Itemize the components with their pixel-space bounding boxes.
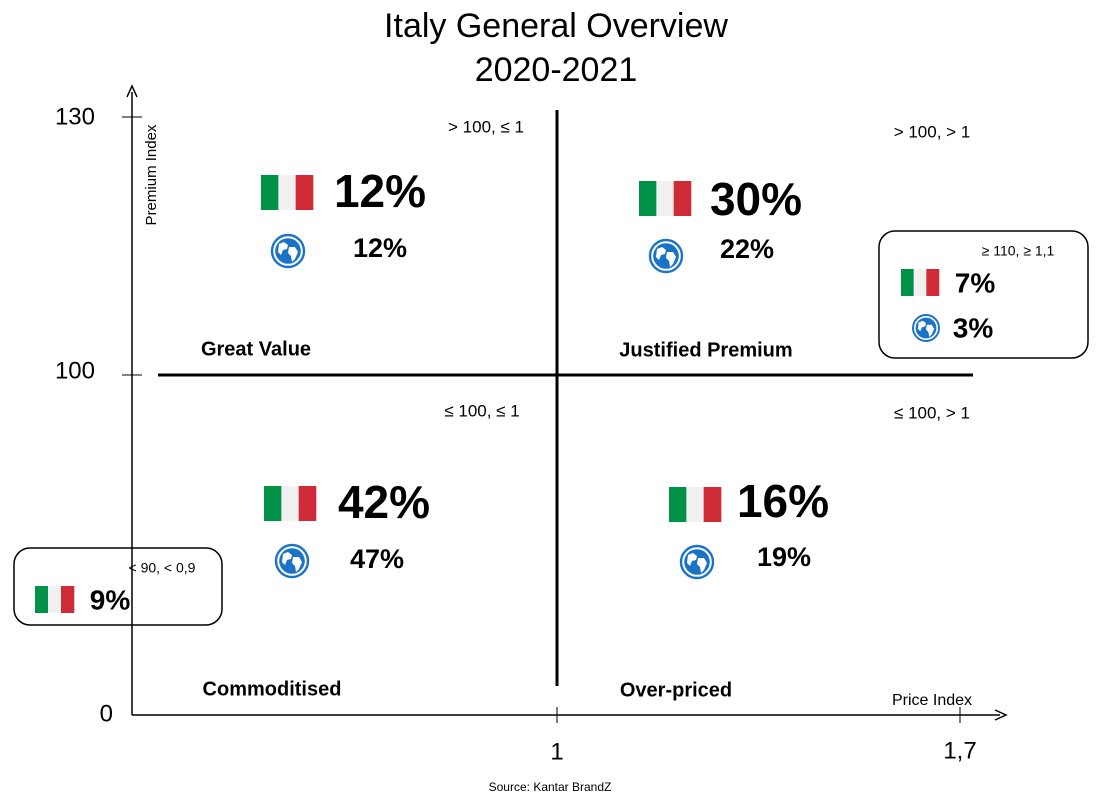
italy-flag	[35, 586, 75, 613]
condition: ≤ 100, > 1	[894, 403, 970, 422]
globe-land	[917, 320, 926, 332]
quadrant-name: Justified Premium	[619, 339, 792, 361]
italy-share: 7%	[955, 267, 996, 298]
y-axis-label: Premium Index	[143, 124, 160, 225]
y-tick-label: 100	[55, 357, 95, 384]
flag-stripe	[264, 486, 282, 521]
flag-stripe	[913, 269, 927, 296]
italy-share: 16%	[737, 475, 829, 527]
subtitle: 2020-2021	[475, 51, 638, 89]
flag-stripe	[703, 487, 722, 522]
globe-icon	[270, 233, 306, 269]
globe-land	[288, 247, 298, 262]
callout-box	[878, 230, 1089, 359]
globe-icon	[912, 314, 940, 342]
quadrant-name: Over-priced	[620, 679, 732, 701]
condition: < 90, < 0,9	[129, 560, 196, 576]
globe-icon	[274, 543, 310, 579]
globe-land	[697, 558, 707, 573]
global-share: 22%	[720, 234, 774, 264]
flag-stripe	[656, 181, 674, 216]
global-share: 19%	[757, 542, 811, 572]
italy-share: 30%	[710, 173, 802, 225]
italy-flag	[901, 269, 940, 296]
italy-share: 12%	[334, 165, 426, 217]
x-axis-label: Price Index	[892, 692, 972, 709]
condition: ≤ 100, ≤ 1	[444, 401, 519, 420]
flag-stripe	[673, 181, 692, 216]
flag-stripe	[281, 486, 299, 521]
condition: > 100, > 1	[894, 122, 971, 141]
italy-flag	[669, 487, 722, 522]
flag-stripe	[278, 175, 296, 210]
italy-flag	[261, 175, 314, 210]
y-tick-label: 130	[55, 103, 95, 130]
flag-stripe	[261, 175, 279, 210]
globe-icon	[679, 544, 715, 580]
global-share: 47%	[350, 544, 404, 574]
globe-icon	[648, 238, 684, 274]
globe-land	[687, 553, 697, 566]
condition: > 100, ≤ 1	[448, 117, 524, 136]
condition: ≥ 110, ≥ 1,1	[982, 243, 1055, 259]
x-tick-label: 1	[550, 738, 563, 765]
title: Italy General Overview	[384, 7, 728, 45]
italy-share: 42%	[338, 476, 430, 528]
flag-stripe	[686, 487, 704, 522]
flag-stripe	[35, 586, 49, 613]
italy-flag	[639, 181, 692, 216]
globe-land	[666, 252, 676, 267]
quadrant-name: Great Value	[201, 338, 311, 360]
flag-stripe	[298, 486, 317, 521]
globe-land	[926, 324, 935, 337]
y-tick-label: 0	[100, 700, 113, 727]
globe-land	[278, 242, 288, 255]
flag-stripe	[639, 181, 657, 216]
globe-land	[292, 557, 302, 572]
italy-flag	[264, 486, 317, 521]
source: Source: Kantar BrandZ	[489, 780, 612, 794]
flag-stripe	[901, 269, 914, 296]
italy-share: 9%	[90, 584, 131, 615]
globe-land	[282, 552, 292, 565]
flag-stripe	[926, 269, 940, 296]
global-share: 12%	[353, 233, 407, 263]
x-tick-label: 1,7	[943, 737, 976, 764]
flag-stripe	[669, 487, 687, 522]
callout-box	[13, 547, 223, 626]
axes	[122, 84, 1008, 723]
flag-stripe	[48, 586, 62, 613]
globe-land	[656, 247, 666, 260]
global-share: 3%	[953, 312, 994, 343]
flag-stripe	[61, 586, 75, 613]
flag-stripe	[295, 175, 314, 210]
quadrant-name: Commoditised	[203, 678, 342, 700]
